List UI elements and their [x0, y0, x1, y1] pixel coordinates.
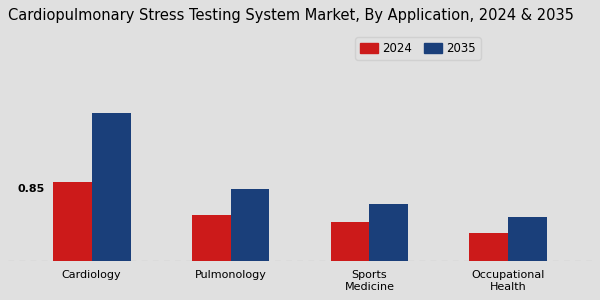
Bar: [92, 113, 131, 261]
Bar: [331, 222, 370, 261]
Bar: [370, 204, 409, 261]
Text: Cardiopulmonary Stress Testing System Market, By Application, 2024 & 2035: Cardiopulmonary Stress Testing System Ma…: [8, 8, 574, 23]
Legend: 2024, 2035: 2024, 2035: [355, 37, 481, 60]
Bar: [191, 215, 230, 261]
Bar: [469, 233, 508, 261]
Bar: [508, 217, 547, 261]
Bar: [53, 182, 92, 261]
Bar: [230, 189, 269, 261]
Text: 0.85: 0.85: [18, 184, 45, 194]
